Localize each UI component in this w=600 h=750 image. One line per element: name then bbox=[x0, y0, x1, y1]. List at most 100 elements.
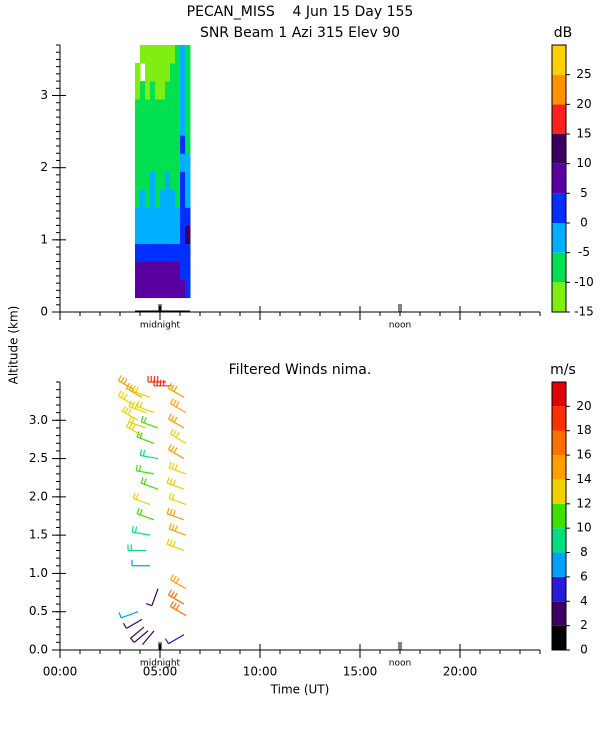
colorbar-bin bbox=[552, 252, 566, 283]
heatmap-cell bbox=[140, 99, 146, 118]
heatmap-cell bbox=[170, 279, 176, 299]
colorbar-tick-label: 18 bbox=[576, 423, 591, 437]
wind-barb bbox=[129, 630, 149, 643]
colorbar-frame bbox=[551, 44, 567, 313]
wind-barb bbox=[128, 400, 147, 414]
heatmap-cell bbox=[185, 225, 191, 244]
colorbar-tick-label: 16 bbox=[576, 448, 591, 462]
heatmap-cell bbox=[170, 243, 176, 262]
heatmap-cell bbox=[140, 225, 146, 244]
heatmap-cell bbox=[165, 171, 171, 190]
heatmap-cell bbox=[155, 99, 161, 118]
wind-barb bbox=[132, 385, 151, 398]
colorbar-bin bbox=[552, 104, 566, 134]
heatmap-cell bbox=[175, 207, 181, 226]
heatmap-cell bbox=[150, 117, 156, 136]
colorbar-bin bbox=[552, 223, 566, 253]
heatmap-cell bbox=[170, 225, 176, 244]
colorbar-tick-label: 4 bbox=[580, 594, 588, 608]
heatmap-cell bbox=[160, 63, 166, 82]
y-tick-label: 2.0 bbox=[29, 489, 48, 503]
heatmap-cell bbox=[150, 279, 156, 299]
heatmap-cell bbox=[155, 135, 161, 154]
colorbar-tick-label: 0 bbox=[580, 216, 588, 230]
x-tick-label: 15:00 bbox=[343, 665, 378, 679]
colorbar-bin bbox=[552, 430, 566, 456]
x-tick-label: 00:00 bbox=[43, 665, 78, 679]
colorbar-bin bbox=[552, 193, 566, 223]
colorbar-tick-label: 8 bbox=[580, 545, 588, 559]
wind-barb bbox=[129, 626, 145, 640]
colorbar-tick-label: 14 bbox=[576, 472, 591, 486]
colorbar-tick-label: -5 bbox=[578, 245, 590, 259]
heatmap-cell bbox=[135, 189, 141, 208]
wind-barb bbox=[136, 507, 155, 521]
colorbar-bin bbox=[552, 406, 566, 431]
colorbar-tick-label: 0 bbox=[580, 643, 588, 657]
heatmap-cell bbox=[180, 135, 186, 154]
y-tick-label: 3.0 bbox=[29, 413, 48, 427]
heatmap-cell bbox=[145, 99, 151, 118]
marker-label: noon bbox=[389, 659, 411, 669]
wind-barb bbox=[131, 526, 151, 536]
heatmap-cell bbox=[150, 225, 156, 244]
heatmap-cell bbox=[180, 45, 186, 64]
heatmap-cell bbox=[160, 153, 166, 172]
heatmap-cell bbox=[175, 225, 181, 244]
colorbar-tick-label: 2 bbox=[580, 618, 588, 632]
heatmap-cell bbox=[155, 117, 161, 136]
heatmap-cell bbox=[185, 207, 191, 226]
wind-barb bbox=[153, 379, 172, 387]
heatmap-cell bbox=[145, 279, 151, 299]
heatmap-cell bbox=[135, 153, 141, 172]
heatmap-cell bbox=[185, 81, 191, 100]
heatmap-cell bbox=[145, 153, 151, 172]
wind-barb bbox=[166, 538, 185, 552]
colorbar-tick-label: 25 bbox=[576, 67, 591, 81]
marker-label: midnight bbox=[140, 659, 181, 669]
y-tick-label: 3 bbox=[40, 88, 48, 102]
heatmap-cell bbox=[150, 243, 156, 262]
wind-barb bbox=[141, 630, 155, 646]
wind-barb bbox=[168, 461, 187, 475]
heatmap-cell bbox=[175, 117, 181, 136]
colorbar-bin bbox=[552, 382, 566, 407]
marker-label: noon bbox=[389, 321, 411, 331]
heatmap-cell bbox=[180, 81, 186, 100]
heatmap-cell bbox=[165, 279, 171, 299]
heatmap-cell bbox=[160, 225, 166, 244]
colorbar-bin bbox=[552, 134, 566, 164]
heatmap-cell bbox=[175, 171, 181, 190]
heatmap-cell bbox=[165, 225, 171, 244]
colorbar-bin bbox=[552, 74, 566, 105]
heatmap-cell bbox=[150, 45, 156, 64]
heatmap-cell bbox=[140, 171, 146, 190]
chart-title: PECAN_MISS 4 Jun 15 Day 155 bbox=[187, 4, 414, 20]
heatmap-cell bbox=[175, 243, 181, 262]
heatmap-cell bbox=[175, 279, 181, 299]
y-tick-label: 0.0 bbox=[29, 643, 48, 657]
heatmap-cell bbox=[165, 117, 171, 136]
heatmap-cell bbox=[170, 153, 176, 172]
heatmap-cell bbox=[155, 261, 161, 281]
heatmap-cell bbox=[135, 279, 141, 299]
colorbar-bin bbox=[552, 479, 566, 504]
heatmap-cell bbox=[160, 189, 166, 208]
colorbar-tick-label: 12 bbox=[576, 496, 591, 510]
heatmap-cell bbox=[160, 81, 166, 100]
heatmap-cell bbox=[175, 81, 181, 100]
heatmap-cell bbox=[150, 135, 156, 154]
wind-barb bbox=[136, 400, 155, 414]
heatmap-cell bbox=[140, 153, 146, 172]
colorbar-bin bbox=[552, 528, 566, 553]
heatmap-cell bbox=[160, 45, 166, 64]
heatmap-cell bbox=[150, 171, 156, 190]
heatmap-cell bbox=[160, 171, 166, 190]
heatmap-cell bbox=[185, 135, 191, 154]
heatmap-cell bbox=[135, 225, 141, 244]
wind-barb bbox=[122, 618, 143, 629]
wind-barb bbox=[132, 492, 151, 506]
wind-barb bbox=[125, 382, 143, 398]
chart-subtitle: SNR Beam 1 Azi 315 Elev 90 bbox=[200, 25, 400, 41]
wind-barb bbox=[166, 477, 185, 490]
